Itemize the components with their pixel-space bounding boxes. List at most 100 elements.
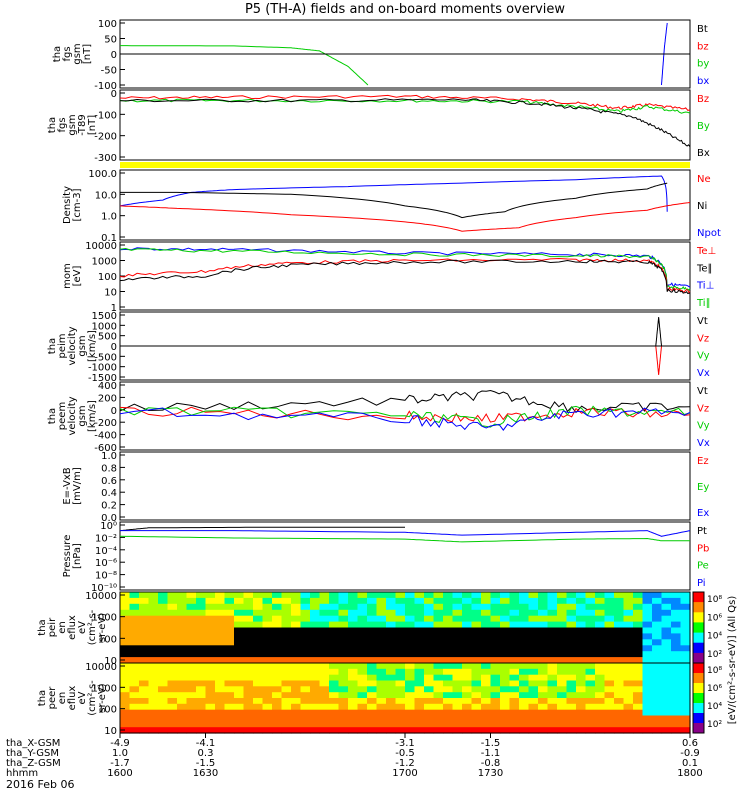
spectrogram-cell [604,692,615,699]
spectrogram-cell [167,703,178,711]
spectrogram-cell [386,639,397,646]
spectrogram-cell [528,615,539,623]
spectrogram-cell [490,692,501,699]
y-axis-label: gsm [77,405,88,426]
spectrogram-cell [661,709,672,717]
spectrogram-cell [272,663,283,670]
spectrogram-cell [205,698,216,705]
y-tick-label: -50 [101,66,117,77]
spectrogram-cell [357,597,368,605]
spectrogram-cell [300,627,311,634]
spectrogram-cell [566,621,577,629]
spectrogram-cell [120,692,131,699]
spectrogram-cell [158,609,169,617]
y-axis-label: eflux [67,686,78,711]
spectrogram-cell [652,680,663,687]
spectrogram-cell [547,668,558,676]
spectrogram-cell [310,668,321,676]
y-axis-label: [nT] [82,44,93,64]
spectrogram-cell [386,692,397,699]
spectrogram-cell [148,692,159,699]
y-tick-label: -1000 [88,363,117,374]
spectrogram-cell [443,592,454,599]
spectrogram-cell [433,597,444,605]
spectrogram-cell [215,703,226,711]
spectrogram-cell [481,633,492,640]
mode-flag-bar [120,162,690,168]
spectrogram-cell [319,592,330,599]
spectrogram-cell [281,627,292,634]
spectrogram-cell [680,698,691,705]
spectrogram-cell [671,663,682,670]
series-line-blue [119,175,668,212]
spectrogram-cell [490,727,501,734]
spectrogram-cell [652,721,663,728]
spectrogram-cell [186,657,197,664]
spectrogram-cell [642,727,653,734]
spectrogram-cell [129,680,140,687]
spectrogram-cell [433,609,444,617]
spectrogram-cell [329,651,340,658]
spectrogram-cell [262,698,273,705]
spectrogram-cell [490,627,501,634]
spectrogram-cell [604,680,615,687]
spectrogram-cell [614,686,625,693]
spectrogram-cell [272,686,283,693]
spectrogram-cell [367,621,378,629]
spectrogram-cell [348,715,359,722]
spectrogram-cell [566,680,577,687]
spectrogram-cell [310,621,321,629]
spectrogram-cell [348,627,359,634]
spectrogram-cell [329,680,340,687]
colorbar-segment [693,602,704,613]
spectrogram-cell [148,645,159,652]
spectrogram-cell [538,633,549,640]
spectrogram-cell [148,686,159,693]
y-tick-label: 10000 [85,241,117,252]
spectrogram-cell [310,609,321,617]
spectrogram-cell [433,709,444,717]
y-axis-label: en [57,692,68,705]
spectrogram-cell [519,627,530,634]
spectrogram-cell [348,721,359,728]
spectrogram-cell [509,627,520,634]
spectrogram-cell [500,727,511,734]
spectrogram-cell [671,721,682,728]
spectrogram-cell [129,668,140,676]
spectrogram-cell [148,597,159,605]
spectrogram-cell [405,709,416,717]
spectrogram-cell [538,680,549,687]
spectrogram-cell [557,709,568,717]
spectrogram-cell [386,615,397,623]
spectrogram-cell [272,721,283,728]
spectrogram-cell [576,698,587,705]
spectrogram-cell [414,633,425,640]
spectrogram-cell [557,603,568,611]
spectrogram-cell [604,603,615,611]
spectrogram-cell [500,657,511,664]
spectrogram-cell [357,709,368,717]
spectrogram-cell [148,592,159,599]
panel-2 [120,162,690,168]
spectrogram-cell [129,592,140,599]
spectrogram-cell [424,657,435,664]
ephemeris-value: -1.1 [481,748,501,759]
y-tick-label: -400 [94,431,117,442]
spectrogram-cell [300,715,311,722]
y-tick-label: 10⁻⁶ [95,558,117,569]
spectrogram-cell [557,668,568,676]
spectrogram-cell [243,668,254,676]
spectrogram-cell [338,721,349,728]
spectrogram-cell [405,674,416,682]
legend-entry: Vx [697,368,710,379]
spectrogram-cell [376,627,387,634]
spectrogram-cell [500,721,511,728]
spectrogram-cell [272,627,283,634]
spectrogram-cell [158,633,169,640]
y-axis-label: tha [37,619,48,635]
spectrogram-cell [186,651,197,658]
spectrogram-cell [680,657,691,664]
spectrogram-cell [291,721,302,728]
spectrogram-cell [205,621,216,629]
spectrogram-cell [129,615,140,623]
